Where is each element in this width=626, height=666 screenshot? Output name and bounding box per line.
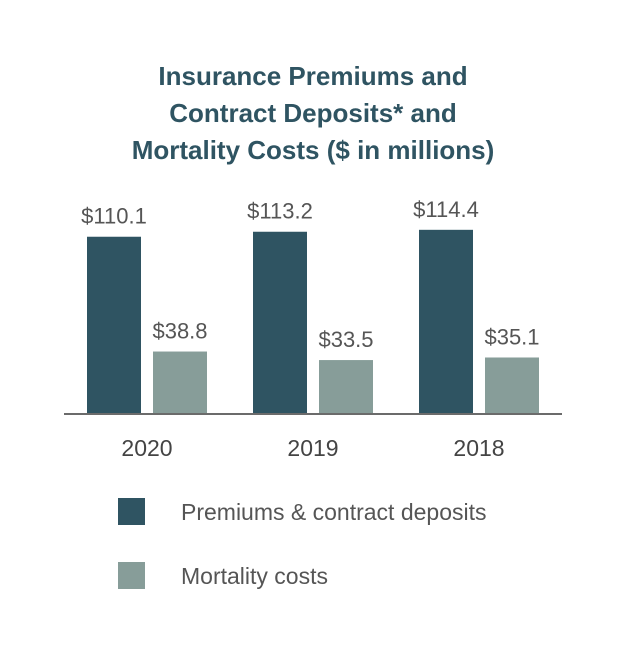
chart-title-line-3: Mortality Costs ($ in millions)	[131, 135, 495, 165]
bar-premiums-2018	[419, 229, 473, 414]
chart-title: Insurance Premiums and Contract Deposits…	[0, 58, 626, 169]
bar-mortality-2019	[319, 360, 373, 414]
data-label-premiums-2018: $114.4	[413, 197, 479, 222]
x-tick-label-2018: 2018	[453, 435, 504, 461]
chart-title-line-1: Insurance Premiums and	[158, 61, 468, 91]
x-tick-label-2019: 2019	[287, 435, 338, 461]
legend-swatch-premiums	[118, 498, 145, 525]
data-label-premiums-2020: $110.1	[81, 204, 147, 229]
x-tick-label-2020: 2020	[121, 435, 172, 461]
legend-label-mortality: Mortality costs	[181, 563, 328, 589]
bar-premiums-2019	[253, 231, 307, 414]
bar-mortality-2018	[485, 357, 539, 414]
bar-chart: $110.1 $38.8 2020 $113.2 $33.5 2019 $114.4 $35.…	[64, 197, 562, 461]
legend-swatch-mortality	[118, 562, 145, 589]
data-label-premiums-2019: $113.2	[247, 199, 313, 224]
chart-title-line-2: Contract Deposits* and	[169, 98, 457, 128]
data-label-mortality-2018: $35.1	[484, 324, 539, 349]
data-label-mortality-2020: $38.8	[152, 319, 207, 344]
data-label-mortality-2019: $33.5	[318, 327, 373, 352]
bar-premiums-2020	[87, 236, 141, 414]
legend-label-premiums: Premiums & contract deposits	[181, 499, 487, 525]
bar-mortality-2020	[153, 351, 207, 414]
